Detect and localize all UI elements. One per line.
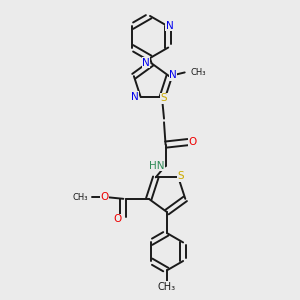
Text: N: N [169, 70, 177, 80]
Text: O: O [114, 214, 122, 224]
Text: O: O [100, 192, 108, 202]
Text: CH₃: CH₃ [73, 193, 88, 202]
Text: N: N [131, 92, 139, 102]
Text: S: S [161, 94, 167, 103]
Text: CH₃: CH₃ [190, 68, 206, 77]
Text: O: O [188, 137, 196, 147]
Text: HN: HN [149, 160, 165, 171]
Text: N: N [166, 20, 174, 31]
Text: CH₃: CH₃ [158, 282, 176, 292]
Text: N: N [142, 58, 150, 68]
Text: S: S [178, 171, 184, 182]
